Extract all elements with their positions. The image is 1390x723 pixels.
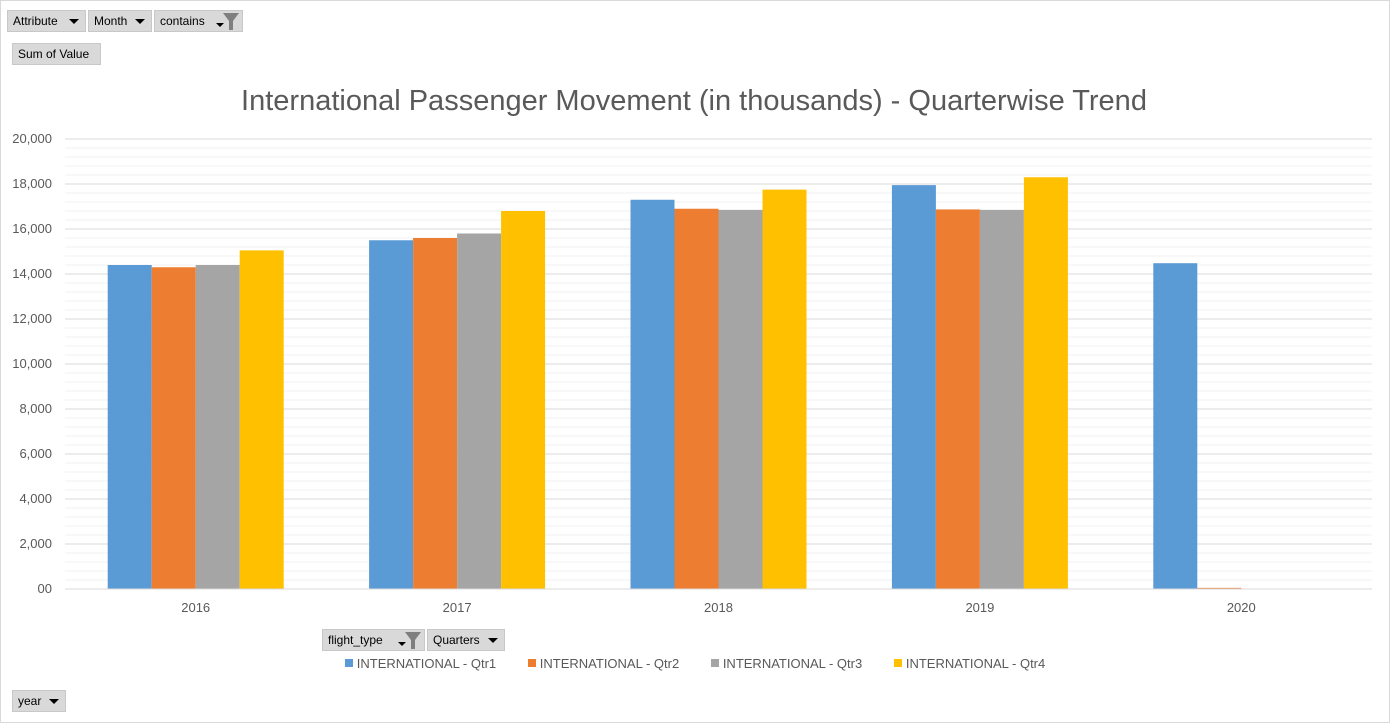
month-field-button[interactable]: Month bbox=[88, 10, 152, 32]
legend-label: INTERNATIONAL - Qtr2 bbox=[539, 656, 680, 671]
quarters-field-label: Quarters bbox=[433, 633, 480, 647]
x-tick-label: 2018 bbox=[704, 600, 733, 615]
bar-2017-qtr4[interactable] bbox=[501, 211, 546, 589]
attribute-field-button[interactable]: Attribute bbox=[7, 10, 86, 32]
x-axis: 2016 2017 2018 2019 2020 bbox=[65, 588, 1372, 615]
dropdown-arrow-icon bbox=[216, 23, 224, 27]
filter-funnel-icon bbox=[223, 13, 239, 30]
sum-of-value-label: Sum of Value bbox=[18, 47, 90, 61]
legend-swatch bbox=[710, 659, 719, 667]
y-tick-label: 00 bbox=[38, 581, 52, 596]
year-field-button[interactable]: year bbox=[12, 690, 66, 712]
bar-2018-qtr4[interactable] bbox=[762, 189, 807, 589]
y-tick-label: 2,000 bbox=[19, 536, 52, 551]
year-field-label: year bbox=[18, 694, 42, 708]
y-tick-label: 16,000 bbox=[12, 221, 52, 236]
bar-2019-qtr3[interactable] bbox=[979, 209, 1024, 589]
y-tick-label: 12,000 bbox=[12, 311, 52, 326]
dropdown-arrow-icon bbox=[135, 19, 145, 24]
bar-2018-qtr3[interactable] bbox=[718, 209, 763, 589]
legend-swatch bbox=[527, 659, 536, 667]
bar-2016-qtr1[interactable] bbox=[107, 265, 152, 589]
bar-2020-qtr1[interactable] bbox=[1153, 263, 1198, 589]
y-tick-label: 20,000 bbox=[12, 131, 52, 146]
y-tick-label: 18,000 bbox=[12, 176, 52, 191]
month-field-label: Month bbox=[94, 14, 128, 28]
dropdown-arrow-icon bbox=[488, 638, 498, 643]
legend-item-qtr1[interactable]: INTERNATIONAL - Qtr1 bbox=[344, 656, 497, 671]
legend-label: INTERNATIONAL - Qtr1 bbox=[356, 656, 497, 671]
bar-2019-qtr4[interactable] bbox=[1023, 177, 1068, 589]
bar-2017-qtr2[interactable] bbox=[413, 238, 458, 589]
filter-funnel-icon bbox=[405, 632, 421, 649]
dropdown-arrow-icon bbox=[69, 19, 79, 24]
flight-type-field-button[interactable]: flight_type bbox=[322, 629, 425, 651]
x-tick-label: 2019 bbox=[965, 600, 994, 615]
y-axis: 00 2,000 4,000 6,000 8,000 10,000 12,000 14,000… bbox=[12, 131, 52, 596]
bar-2016-qtr2[interactable] bbox=[151, 267, 196, 589]
contains-field-button[interactable]: contains bbox=[154, 10, 243, 32]
legend-swatch bbox=[344, 659, 353, 667]
bar-2020-qtr2[interactable] bbox=[1197, 587, 1242, 589]
legend-item-qtr2[interactable]: INTERNATIONAL - Qtr2 bbox=[527, 656, 680, 671]
bar-2018-qtr1[interactable] bbox=[630, 199, 675, 589]
x-tick-label: 2017 bbox=[443, 600, 472, 615]
x-tick-label: 2016 bbox=[181, 600, 210, 615]
bar-2019-qtr2[interactable] bbox=[935, 209, 980, 590]
bars bbox=[107, 177, 1242, 590]
y-tick-label: 4,000 bbox=[19, 491, 52, 506]
y-tick-label: 14,000 bbox=[12, 266, 52, 281]
bar-2017-qtr1[interactable] bbox=[369, 240, 414, 589]
legend-swatch bbox=[893, 659, 902, 667]
legend-label: INTERNATIONAL - Qtr3 bbox=[722, 656, 863, 671]
legend-label: INTERNATIONAL - Qtr4 bbox=[905, 656, 1046, 671]
y-tick-label: 10,000 bbox=[12, 356, 52, 371]
flight-type-field-label: flight_type bbox=[328, 633, 383, 647]
legend-item-qtr3[interactable]: INTERNATIONAL - Qtr3 bbox=[710, 656, 863, 671]
bar-2016-qtr3[interactable] bbox=[195, 265, 240, 589]
bar-2017-qtr3[interactable] bbox=[457, 233, 502, 590]
x-tick-label: 2020 bbox=[1227, 600, 1256, 615]
bar-2018-qtr2[interactable] bbox=[674, 208, 719, 589]
bar-2019-qtr1[interactable] bbox=[891, 185, 936, 589]
bar-2016-qtr4[interactable] bbox=[239, 250, 284, 589]
contains-field-label: contains bbox=[160, 14, 205, 28]
y-tick-label: 8,000 bbox=[19, 401, 52, 416]
chart-legend: INTERNATIONAL - Qtr1 INTERNATIONAL - Qtr… bbox=[0, 656, 1390, 671]
attribute-field-label: Attribute bbox=[13, 14, 58, 28]
dropdown-arrow-icon bbox=[49, 699, 59, 704]
chart-title: International Passenger Movement (in tho… bbox=[241, 85, 1147, 117]
y-tick-label: 6,000 bbox=[19, 446, 52, 461]
sum-of-value-button[interactable]: Sum of Value bbox=[12, 43, 101, 65]
quarters-field-button[interactable]: Quarters bbox=[427, 629, 505, 651]
dropdown-arrow-icon bbox=[398, 642, 406, 646]
legend-item-qtr4[interactable]: INTERNATIONAL - Qtr4 bbox=[893, 656, 1046, 671]
